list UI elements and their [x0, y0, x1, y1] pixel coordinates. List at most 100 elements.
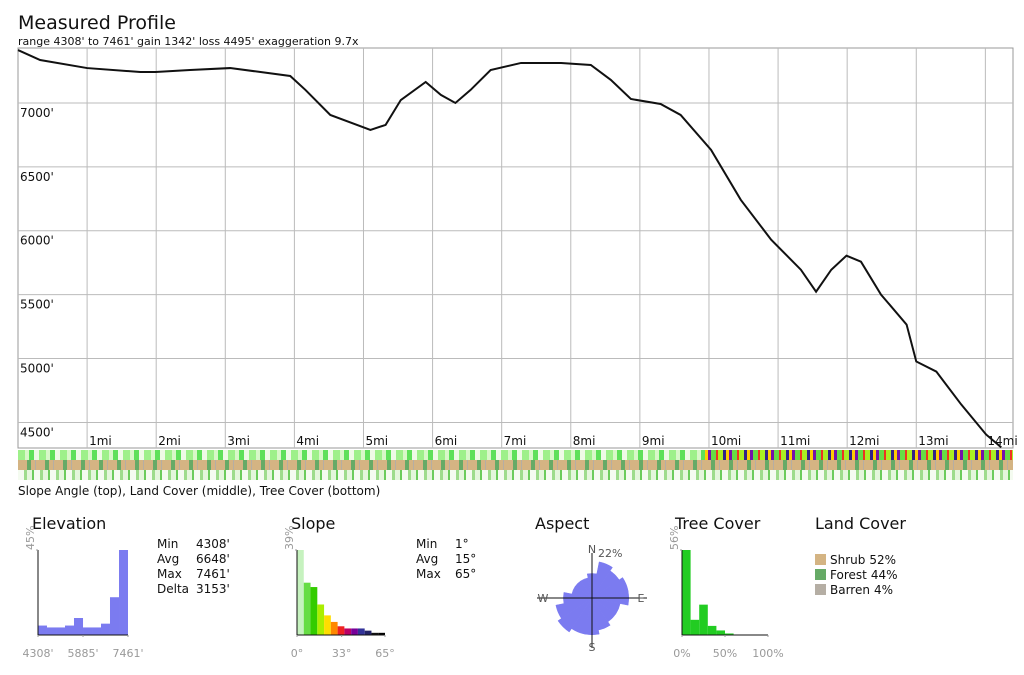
stat-label: Avg — [157, 552, 179, 566]
hist-bar — [699, 604, 708, 635]
x-tick-label: 2mi — [158, 434, 181, 448]
hist-bar — [682, 550, 691, 635]
x-tick-label: 5mi — [365, 434, 388, 448]
rose-sector — [580, 577, 593, 599]
legend-label: Barren — [830, 583, 870, 597]
hist-bar — [297, 550, 304, 635]
hist-bar — [725, 633, 734, 635]
x-tick-label: 0% — [673, 647, 690, 660]
stat-value: 7461' — [196, 567, 230, 581]
profile-line — [17, 49, 1002, 449]
hist-bar — [38, 625, 47, 635]
stat-label: Min — [416, 537, 437, 551]
legend-swatch — [815, 554, 826, 565]
panel-title: Elevation — [32, 514, 106, 533]
hist-bar — [351, 628, 358, 635]
panel-title: Slope — [291, 514, 335, 533]
x-tick-label: 14mi — [987, 434, 1017, 448]
r-tick-label: 22% — [598, 547, 622, 560]
x-tick-label: 7mi — [504, 434, 527, 448]
hist-bar — [119, 550, 128, 635]
x-tick-label: 50% — [713, 647, 737, 660]
hist-bar — [357, 628, 365, 635]
x-tick-label: 4mi — [296, 434, 319, 448]
rose-sector — [557, 597, 593, 633]
rose-sector — [591, 561, 613, 599]
direction-label: W — [538, 592, 549, 605]
x-tick-label: 4308' — [22, 647, 53, 660]
x-tick-label: 0° — [291, 647, 304, 660]
hist-bar — [310, 587, 318, 635]
hist-bar — [364, 630, 372, 635]
x-tick-label: 8mi — [573, 434, 596, 448]
hist-bar — [707, 625, 717, 635]
panel-title: Aspect — [535, 514, 589, 533]
stat-label: Max — [157, 567, 182, 581]
hist-bar — [56, 627, 66, 635]
panel-title: Tree Cover — [674, 514, 761, 533]
hist-bar — [337, 626, 345, 635]
stat-label: Max — [416, 567, 441, 581]
legend-swatch — [815, 569, 826, 580]
y-tick-label: 39% — [283, 526, 296, 550]
hist-bar — [378, 632, 385, 635]
x-tick-label: 7461' — [112, 647, 143, 660]
x-tick-label: 13mi — [918, 434, 948, 448]
panel-title: Land Cover — [815, 514, 906, 533]
direction-label: S — [589, 641, 596, 654]
stat-label: Delta — [157, 582, 189, 596]
hist-bar — [92, 627, 101, 635]
landcover-strip — [18, 460, 1013, 470]
strip-caption: Slope Angle (top), Land Cover (middle), … — [18, 484, 380, 498]
x-tick-label: 6mi — [435, 434, 458, 448]
x-tick-label: 3mi — [227, 434, 250, 448]
y-tick-label: 45% — [24, 526, 37, 550]
plot-frame — [17, 47, 1014, 449]
x-tick-label: 100% — [752, 647, 783, 660]
hist-bar — [46, 627, 57, 635]
x-tick-label: 10mi — [711, 434, 741, 448]
hist-bar — [330, 621, 338, 635]
treecover-strip — [18, 470, 1013, 480]
hist-bar — [317, 604, 325, 635]
y-tick-label: 56% — [668, 526, 681, 550]
stat-value: 15° — [455, 552, 476, 566]
hist-bar — [371, 632, 379, 635]
y-tick-label: 4500' — [20, 425, 54, 439]
hist-bar — [303, 582, 311, 635]
stat-value: 3153' — [196, 582, 230, 596]
legend-value: 52% — [869, 553, 896, 567]
x-tick-label: 1mi — [89, 434, 112, 448]
y-tick-label: 7000' — [20, 106, 54, 120]
hist-bar — [716, 630, 725, 635]
legend-swatch — [815, 584, 826, 595]
hist-bar — [73, 618, 84, 635]
y-tick-label: 5000' — [20, 362, 54, 376]
y-tick-label: 5500' — [20, 298, 54, 312]
hist-bar — [109, 597, 120, 635]
y-tick-label: 6500' — [20, 170, 54, 184]
stat-value: 6648' — [196, 552, 230, 566]
direction-label: E — [638, 592, 645, 605]
hist-bar — [324, 615, 331, 635]
x-tick-label: 9mi — [642, 434, 665, 448]
rose-sector — [555, 597, 593, 619]
x-tick-label: 65° — [375, 647, 395, 660]
stat-value: 1° — [455, 537, 469, 551]
hist-bar — [344, 628, 352, 635]
stat-label: Min — [157, 537, 178, 551]
slope-strip-steep — [705, 450, 1013, 460]
hist-bar — [83, 627, 93, 635]
hist-bar — [100, 623, 110, 635]
y-tick-label: 6000' — [20, 234, 54, 248]
chart-subtitle: range 4308' to 7461' gain 1342' loss 449… — [18, 35, 359, 48]
slope-strip — [18, 450, 1013, 460]
stat-value: 4308' — [196, 537, 230, 551]
x-tick-label: 33° — [332, 647, 352, 660]
x-tick-label: 5885' — [67, 647, 98, 660]
direction-label: N — [588, 543, 596, 556]
x-tick-label: 11mi — [780, 434, 810, 448]
legend-label: Shrub — [830, 553, 865, 567]
